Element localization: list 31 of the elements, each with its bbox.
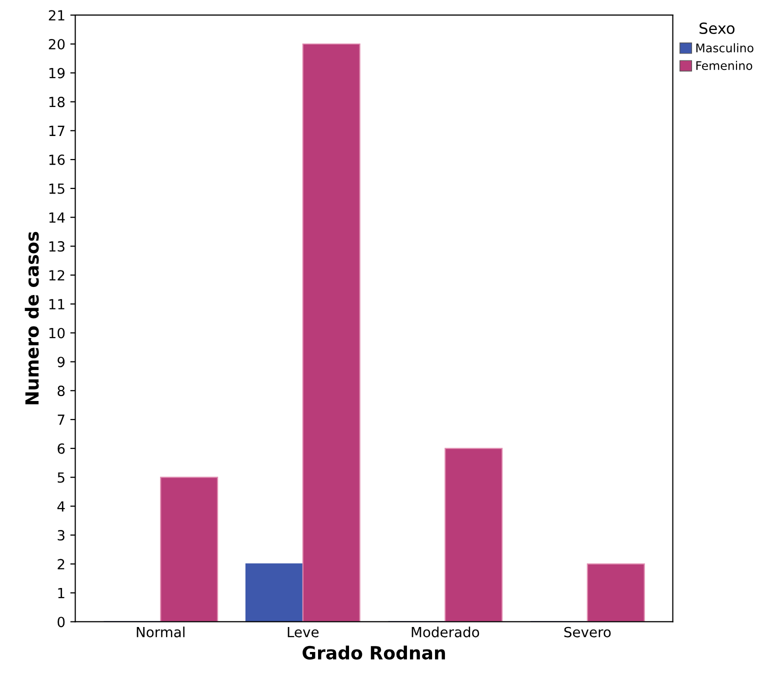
y-tick-label: 18 [49, 96, 65, 108]
y-tick-label: 17 [49, 126, 64, 136]
y-tick-label: 20 [48, 38, 65, 50]
y-tick-label: 14 [49, 212, 65, 223]
y-tick-label: 16 [49, 154, 65, 166]
y-tick-label: 6 [58, 443, 65, 454]
y-tick-label: 15 [49, 184, 64, 194]
y-tick-label: 7 [58, 414, 64, 425]
x-tick-label: Moderado [412, 626, 480, 638]
y-tick-label: 21 [48, 10, 64, 20]
y-tick-label: 2 [58, 558, 64, 570]
y-tick-label: 1 [58, 588, 64, 598]
y-tick-label: 3 [58, 530, 64, 541]
y-tick-label: 8 [58, 386, 65, 396]
y-tick-label: 19 [49, 68, 65, 78]
y-axis-title: Numero de casos [24, 232, 39, 404]
y-tick-label: 10 [49, 328, 65, 338]
y-tick-label: 11 [49, 299, 64, 310]
y-tick-label: 13 [49, 241, 64, 252]
y-tick-label: 12 [49, 270, 64, 280]
legend-title: Sexo [700, 22, 734, 34]
y-tick-label: 9 [58, 356, 65, 368]
x-tick-label: Leve [288, 627, 319, 638]
y-tick-label: 4 [57, 501, 65, 512]
x-tick-label: Severo [564, 626, 611, 638]
legend-label: Femenino [696, 60, 752, 70]
x-axis-title: Grado Rodnan [302, 646, 445, 660]
legend-label: Masculino [696, 43, 754, 52]
y-tick-label: 5 [58, 472, 64, 483]
x-tick-label: Normal [136, 626, 184, 638]
y-tick-label: 0 [58, 616, 65, 628]
